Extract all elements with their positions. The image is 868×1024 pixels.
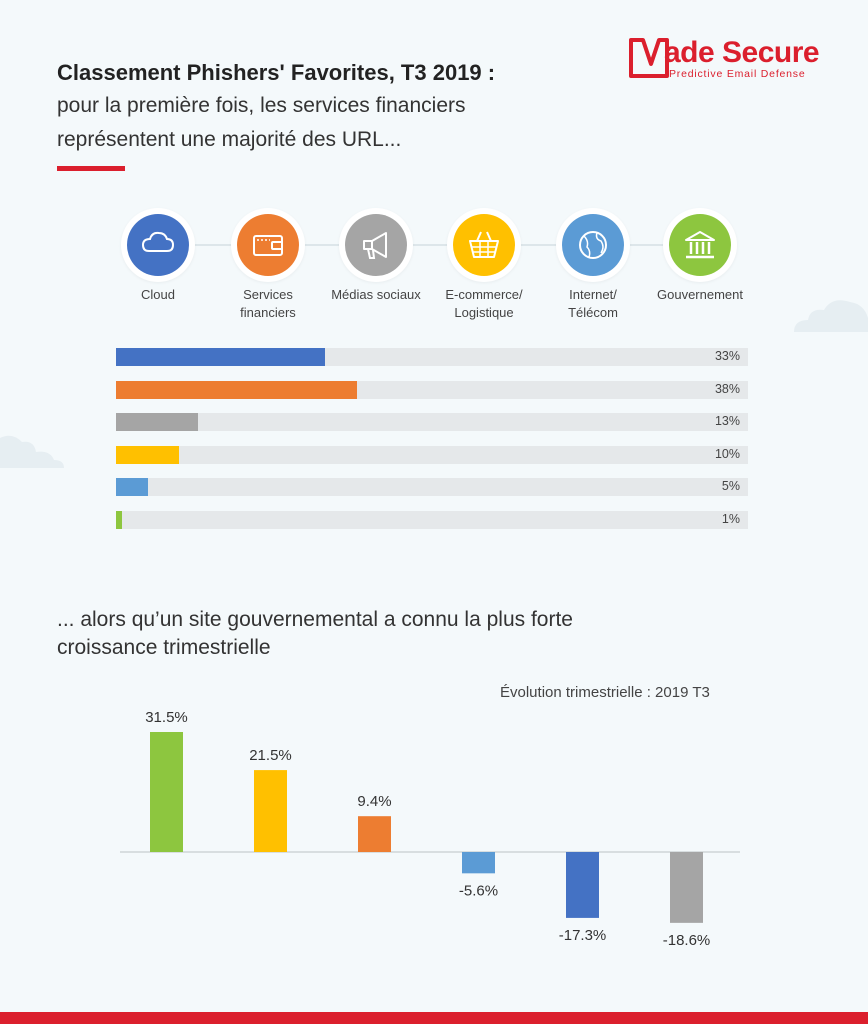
category-label-line1: Médias sociaux [331, 287, 421, 302]
growth-bar-value-label: -5.6% [459, 882, 498, 899]
share-bar-value-label: 13% [714, 414, 740, 429]
share-bar-track: 33% [116, 348, 748, 366]
growth-bar-value-label: 31.5% [145, 709, 188, 726]
category-connector-line [158, 244, 698, 246]
vade-secure-logo-mark-icon [629, 38, 669, 78]
category-badge-5 [556, 208, 630, 282]
share-bar-track: 13% [116, 413, 748, 432]
category-badge-2 [231, 208, 305, 282]
category-label-line2: financiers [240, 305, 296, 320]
megaphone-icon [363, 232, 387, 259]
basket-icon [469, 231, 499, 258]
category-badge-4 [447, 208, 521, 282]
wallet-icon [253, 235, 283, 256]
cloud-icon [141, 231, 175, 252]
growth-chart-caption: Évolution trimestrielle : 2019 T3 [500, 684, 710, 701]
category-label-line1: E-commerce/ [445, 287, 523, 302]
growth-bar-value-label: -18.6% [663, 932, 711, 949]
share-bar [116, 445, 180, 464]
page-subtitle-line1: pour la première fois, les services fina… [57, 94, 466, 117]
growth-column-chart: 31.5% 21.5% 9.4% -5.6% -17.3% -18.6% [120, 709, 740, 949]
share-bar [116, 380, 357, 399]
share-bar-value-label: 33% [714, 349, 740, 363]
category-label: Cloud [98, 286, 218, 304]
page-title: Classement Phishers' Favorites, T3 2019 … [57, 60, 496, 85]
category-label: Services financiers [208, 286, 328, 322]
category-circle [453, 214, 515, 276]
share-bar [116, 348, 325, 366]
share-bar [116, 478, 148, 497]
share-bar-track: 38% [116, 380, 748, 399]
category-label-line1: Gouvernement [657, 287, 743, 302]
growth-bar [566, 852, 599, 918]
growth-bar-value-label: 21.5% [249, 747, 292, 764]
category-label: Gouvernement [640, 286, 760, 304]
share-bar-value-label: 1% [721, 512, 740, 526]
growth-bar [462, 852, 495, 874]
category-badge-3 [339, 208, 413, 282]
bottom-accent-bar [0, 1012, 868, 1024]
category-badge-1 [121, 208, 195, 282]
share-bar-track: 1% [116, 511, 748, 529]
bank-icon [685, 231, 715, 259]
page-subtitle-line2: représentent une majorité des URL... [57, 128, 402, 151]
share-bar-value-label: 10% [714, 446, 740, 461]
growth-bar-value-label: 9.4% [357, 793, 391, 810]
category-label-line1: Cloud [141, 287, 175, 302]
category-label: Internet/Télécom [533, 286, 653, 322]
share-bar-value-label: 5% [721, 479, 740, 494]
growth-bar [670, 852, 703, 923]
decorative-cloud-left-icon [0, 435, 64, 468]
category-label-line1: Internet/ [569, 287, 617, 302]
category-label-line1: Services [243, 287, 293, 302]
growth-bar [254, 770, 287, 852]
section2-heading-line2: croissance trimestrielle [57, 636, 271, 659]
category-circle [562, 214, 624, 276]
growth-bar-value-label: -17.3% [559, 927, 607, 944]
globe-icon [579, 231, 607, 259]
logo-tagline: Predictive Email Defense [669, 68, 806, 80]
category-label-line2: Télécom [568, 305, 618, 320]
section2-heading-line1: ... alors qu’un site gouvernemental a co… [57, 608, 573, 631]
category-circle [669, 214, 731, 276]
share-bar [116, 511, 123, 529]
share-bar [116, 413, 199, 432]
category-label: Médias sociaux [316, 286, 436, 304]
title-accent-bar [57, 166, 125, 171]
decorative-cloud-right-icon [794, 300, 868, 332]
category-badge-6 [663, 208, 737, 282]
category-circle [237, 214, 299, 276]
category-label-line2: Logistique [454, 305, 514, 320]
logo-name: ade Secure [664, 36, 820, 69]
category-label: E-commerce/Logistique [424, 286, 544, 322]
share-bar-track: 10% [116, 445, 748, 464]
share-bar-value-label: 38% [714, 381, 740, 396]
category-circle [127, 214, 189, 276]
category-circle [345, 214, 407, 276]
growth-bar [358, 816, 391, 852]
vade-secure-logo: ade Secure Predictive Email Defense [629, 36, 834, 82]
growth-bar [150, 732, 183, 852]
share-bar-track: 5% [116, 478, 748, 497]
